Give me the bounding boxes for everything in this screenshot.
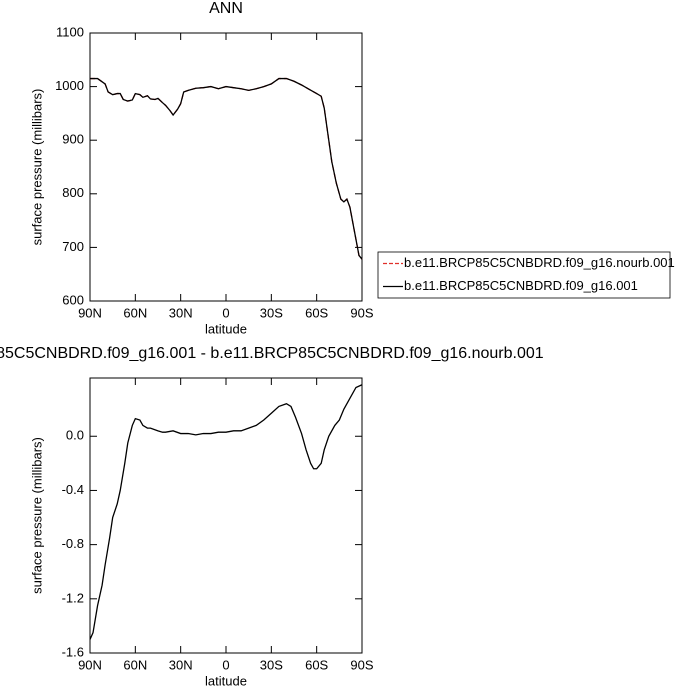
x-tick-label: 60N — [123, 657, 147, 672]
series-line — [90, 77, 363, 260]
y-tick-label: -0.8 — [62, 536, 84, 551]
x-tick-label: 60S — [305, 305, 328, 320]
y-tick-label: 0.0 — [66, 428, 84, 443]
x-axis-label: latitude — [205, 321, 247, 336]
legend-label: b.e11.BRCP85C5CNBDRD.f09_g16.001 — [404, 278, 638, 293]
y-tick-label: -1.2 — [62, 590, 84, 605]
x-tick-label: 60N — [123, 305, 147, 320]
y-tick-label: 800 — [62, 185, 84, 200]
plot-frame — [89, 377, 363, 654]
x-tick-label: 0 — [222, 305, 229, 320]
series-line — [90, 77, 363, 260]
chart-title: ANN — [209, 0, 243, 17]
y-axis-label: surface pressure (millibars) — [29, 437, 44, 594]
legend-label: b.e11.BRCP85C5CNBDRD.f09_g16.nourb.001 — [404, 255, 675, 270]
data-line — [89, 384, 363, 640]
y-tick-label: -1.6 — [62, 644, 84, 659]
x-tick-label: 0 — [222, 657, 229, 672]
y-tick-label: 1100 — [56, 24, 84, 39]
chart-title: b.e11.BRCP85C5CNBDRD.f09_g16.001 - b.e11… — [0, 345, 544, 362]
y-tick-label: 900 — [62, 132, 84, 147]
x-tick-label: 30N — [169, 657, 193, 672]
x-axis-label: latitude — [205, 673, 247, 688]
x-tick-label: 60S — [305, 657, 328, 672]
x-tick-label: 90N — [78, 305, 102, 320]
y-tick-label: 1000 — [55, 78, 84, 93]
x-tick-label: 90N — [78, 657, 102, 672]
y-axis-label: surface pressure (millibars) — [29, 89, 44, 246]
x-tick-label: 90S — [350, 305, 373, 320]
legend-box — [377, 251, 671, 299]
y-tick-label: 600 — [62, 292, 84, 307]
x-tick-label: 30S — [260, 305, 283, 320]
plot-frame — [89, 32, 363, 302]
y-tick-label: 700 — [62, 239, 84, 254]
x-tick-label: 90S — [350, 657, 373, 672]
x-tick-label: 30S — [260, 657, 283, 672]
x-tick-label: 30N — [169, 305, 193, 320]
y-tick-label: -0.4 — [62, 482, 84, 497]
